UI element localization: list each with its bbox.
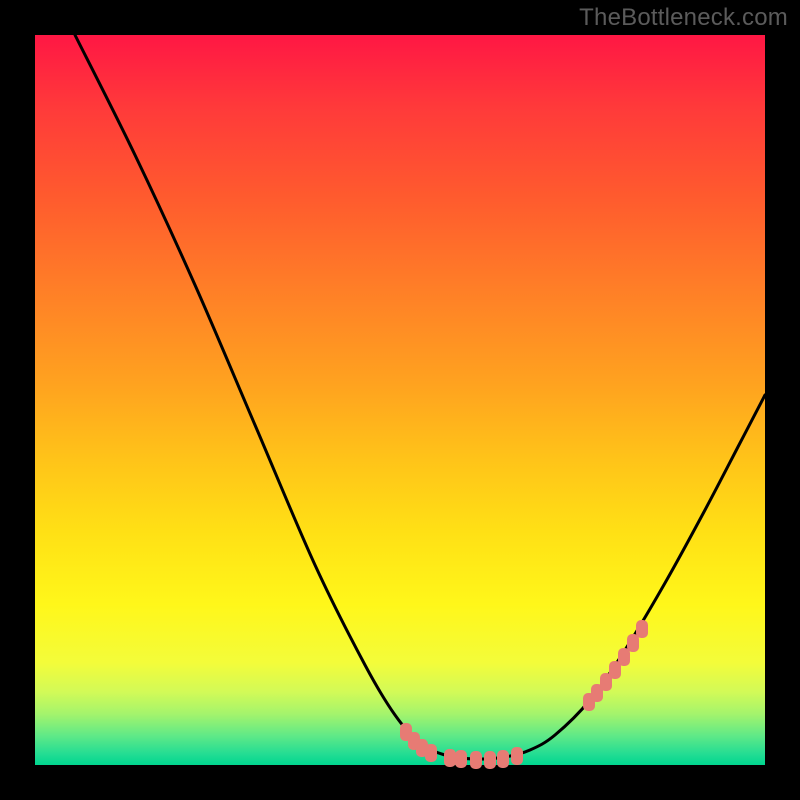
data-marker	[470, 751, 482, 769]
data-marker	[618, 648, 630, 666]
data-marker	[497, 750, 509, 768]
data-marker	[627, 634, 639, 652]
data-marker	[455, 750, 467, 768]
data-marker	[444, 749, 456, 767]
data-marker	[511, 747, 523, 765]
bottleneck-curve	[75, 35, 765, 759]
plot-area	[35, 35, 765, 765]
data-marker	[425, 744, 437, 762]
data-marker	[636, 620, 648, 638]
chart-container: TheBottleneck.com	[0, 0, 800, 800]
watermark-text: TheBottleneck.com	[579, 4, 788, 32]
data-marker	[484, 751, 496, 769]
curve-layer	[35, 35, 765, 765]
